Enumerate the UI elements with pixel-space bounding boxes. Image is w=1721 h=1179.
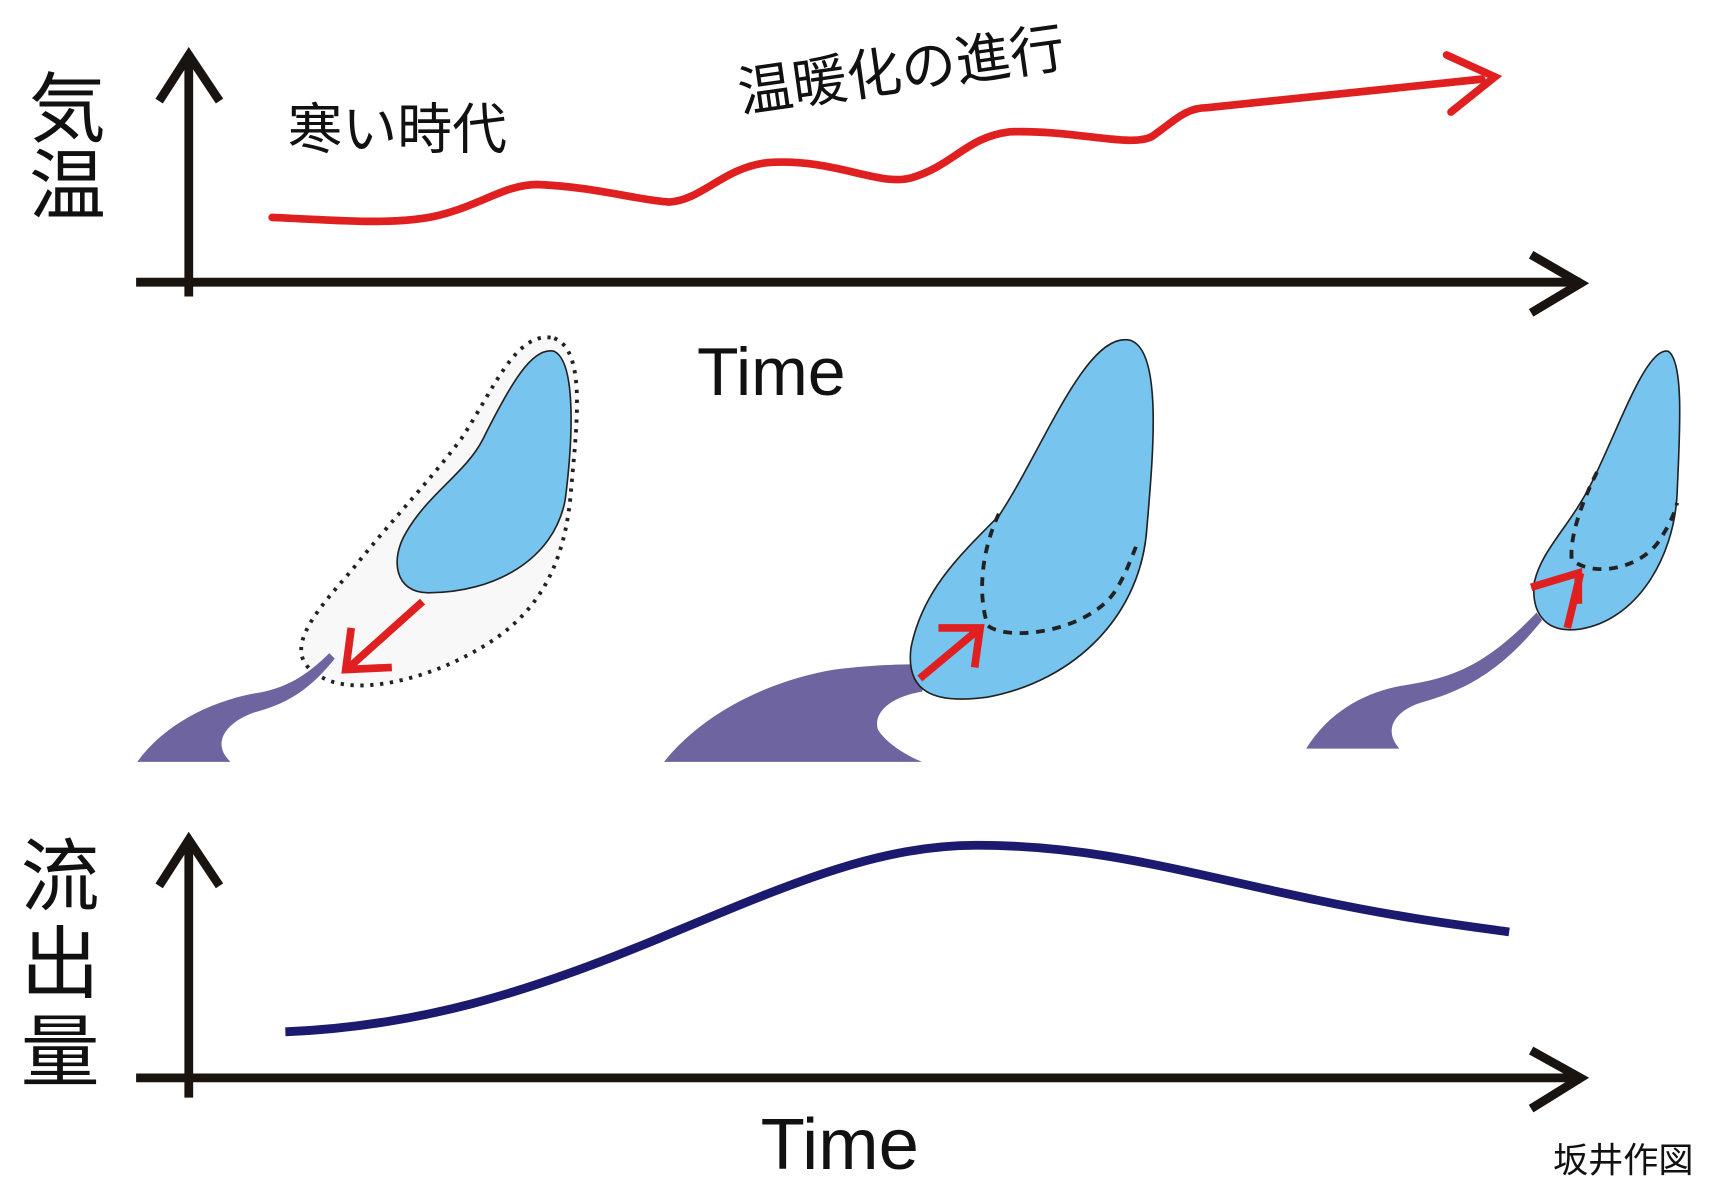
glacier [396,350,572,594]
axis-label: Time [697,334,846,410]
credit: 坂井作図 [1553,1140,1693,1179]
glacier [909,338,1155,700]
glacier-stream [1306,612,1543,749]
runoff-curve [285,840,1510,1037]
retreat-arrow [341,598,426,674]
annotation: 温暖化の進行 [734,16,1069,125]
axis-label: 流出量 [7,834,99,1097]
top-axes [136,46,1590,317]
glacier-stream [664,664,933,762]
temperature-curve [268,51,1503,226]
glacier-stream [137,653,335,762]
advance-arrow [917,624,985,682]
advance-arrow [1530,567,1585,629]
former-extent [980,512,1138,636]
axis-label: 気温 [16,68,105,222]
axis-label: Time [761,1104,919,1179]
bottom-axes [136,831,1590,1113]
glacier [1533,350,1681,631]
annotation: 寒い時代 [288,97,507,161]
former-extent [1569,471,1679,572]
